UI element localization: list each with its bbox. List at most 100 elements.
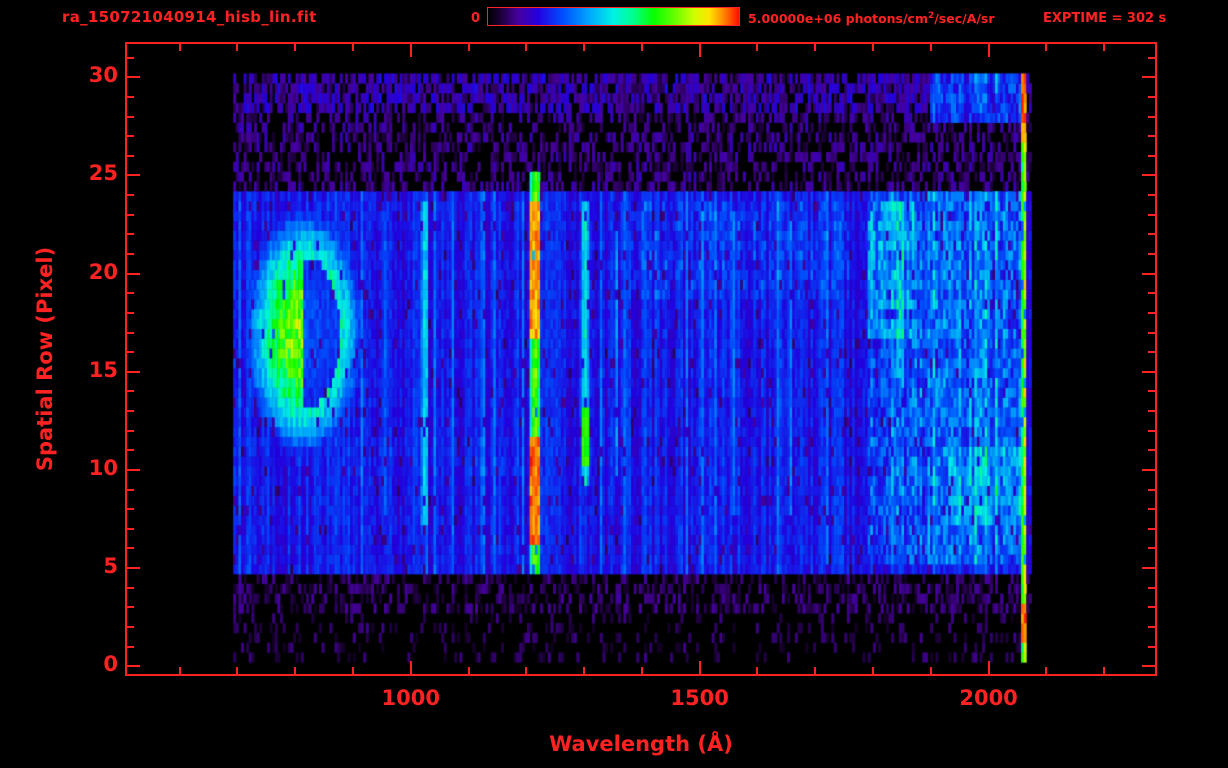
x-minor-tick	[872, 44, 874, 51]
y-minor-tick	[1148, 311, 1155, 314]
x-major-tick	[698, 661, 701, 674]
x-minor-tick	[583, 44, 586, 51]
y-minor-tick	[1148, 527, 1155, 530]
y-minor-tick	[127, 488, 134, 491]
x-minor-tick	[1103, 667, 1106, 674]
y-minor-tick	[1148, 56, 1155, 59]
y-major-tick	[1142, 272, 1155, 275]
x-minor-tick	[294, 667, 297, 674]
y-minor-tick	[127, 135, 134, 138]
y-tick-label: 5	[103, 554, 118, 579]
colorbar-max-text: 5.00000e+06 photons/cm	[748, 11, 928, 27]
x-tick-label: 1500	[670, 686, 729, 710]
y-minor-tick	[1148, 410, 1155, 412]
x-major-tick	[409, 661, 412, 674]
y-minor-tick	[1148, 625, 1155, 628]
x-minor-tick	[640, 667, 643, 674]
y-minor-tick	[1148, 351, 1155, 354]
y-minor-tick	[1148, 233, 1155, 236]
colorbar-max-units: /sec/A/sr	[934, 11, 995, 27]
x-minor-tick	[351, 44, 354, 51]
x-minor-tick	[236, 44, 239, 51]
x-major-tick	[409, 44, 412, 57]
plot-frame	[125, 42, 1157, 676]
x-minor-tick	[756, 667, 759, 674]
x-minor-tick	[467, 667, 470, 674]
y-major-tick	[1142, 370, 1155, 373]
y-minor-tick	[127, 311, 134, 314]
y-minor-tick	[1148, 547, 1155, 550]
y-tick-label: 30	[88, 63, 118, 88]
y-minor-tick	[127, 449, 134, 452]
x-tick-label: 1000	[381, 686, 440, 710]
colorbar-max-label: 5.00000e+06 photons/cm2/sec/A/sr	[748, 11, 995, 26]
y-minor-tick	[127, 606, 134, 609]
x-minor-tick	[929, 44, 932, 51]
y-minor-tick	[1148, 154, 1155, 157]
exptime-label: EXPTIME = 302 s	[1043, 11, 1167, 26]
x-minor-tick	[814, 44, 817, 51]
y-minor-tick	[127, 331, 134, 334]
x-major-tick	[698, 44, 701, 57]
y-minor-tick	[1148, 508, 1155, 511]
x-minor-tick	[640, 44, 643, 51]
y-major-tick	[1142, 174, 1155, 177]
y-minor-tick	[127, 213, 134, 216]
x-minor-tick	[872, 667, 874, 674]
y-minor-tick	[1148, 213, 1155, 216]
y-major-tick	[127, 665, 140, 668]
y-minor-tick	[127, 508, 134, 511]
y-major-tick	[1142, 76, 1155, 79]
y-minor-tick	[127, 586, 134, 589]
heatmap-canvas	[127, 44, 1155, 674]
y-minor-tick	[1148, 115, 1155, 118]
y-minor-tick	[1148, 135, 1155, 138]
y-minor-tick	[1148, 645, 1155, 648]
y-minor-tick	[127, 194, 134, 197]
colorbar-max-superscript: 2	[927, 11, 935, 21]
y-minor-tick	[1148, 488, 1155, 491]
x-axis-title: Wavelength (Å)	[549, 732, 733, 756]
y-major-tick	[127, 468, 140, 471]
x-minor-tick	[178, 44, 181, 51]
x-minor-tick	[1045, 44, 1048, 51]
y-minor-tick	[1148, 429, 1155, 432]
x-minor-tick	[525, 667, 528, 674]
y-tick-label: 15	[88, 357, 118, 382]
y-minor-tick	[1148, 194, 1155, 197]
y-minor-tick	[127, 625, 134, 628]
x-major-tick	[987, 44, 990, 57]
y-minor-tick	[1148, 390, 1155, 393]
y-minor-tick	[1148, 606, 1155, 609]
x-minor-tick	[1045, 667, 1048, 674]
y-minor-tick	[127, 115, 134, 118]
y-minor-tick	[1148, 586, 1155, 589]
y-major-tick	[1142, 567, 1155, 570]
y-tick-label: 20	[88, 259, 118, 284]
x-minor-tick	[929, 667, 932, 674]
y-minor-tick	[127, 154, 134, 157]
y-minor-tick	[127, 410, 134, 412]
y-major-tick	[1142, 468, 1155, 471]
y-minor-tick	[127, 429, 134, 432]
x-minor-tick	[351, 667, 354, 674]
y-major-tick	[127, 76, 140, 79]
colorbar-gradient	[487, 7, 740, 26]
file-title: ra_150721040914_hisb_lin.fit	[62, 8, 317, 26]
y-tick-label: 10	[88, 455, 118, 480]
y-major-tick	[127, 370, 140, 373]
y-major-tick	[127, 174, 140, 177]
y-minor-tick	[127, 645, 134, 648]
y-minor-tick	[127, 527, 134, 530]
y-minor-tick	[127, 95, 134, 98]
y-minor-tick	[127, 56, 134, 59]
y-minor-tick	[127, 253, 134, 255]
y-major-tick	[127, 567, 140, 570]
x-minor-tick	[467, 44, 470, 51]
y-minor-tick	[1148, 449, 1155, 452]
x-minor-tick	[236, 667, 239, 674]
y-minor-tick	[127, 233, 134, 236]
x-minor-tick	[178, 667, 181, 674]
y-minor-tick	[127, 390, 134, 393]
